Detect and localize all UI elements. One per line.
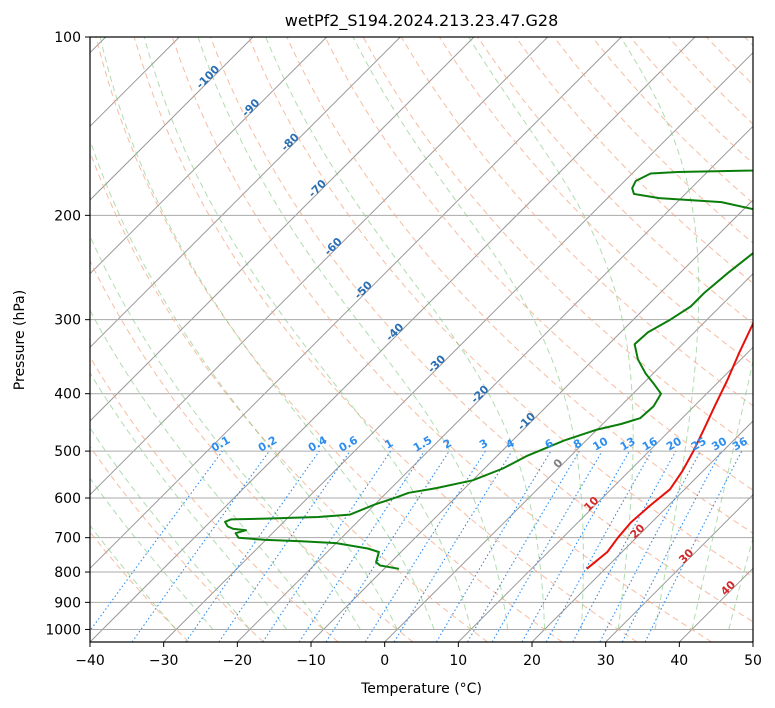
dewpoint-line — [224, 169, 753, 570]
dry-adiabat — [90, 445, 264, 642]
dry-adiabat — [286, 37, 753, 534]
moist-adiabat — [90, 371, 288, 630]
isotherm-line — [457, 346, 753, 642]
isotherm-line — [236, 125, 753, 642]
y-tick-label: 300 — [54, 313, 81, 329]
isotherm-line — [605, 493, 753, 642]
y-tick-label: 200 — [54, 208, 81, 224]
chart-title: wetPf2_S194.2024.213.23.47.G28 — [285, 11, 559, 31]
x-tick-label: 0 — [380, 653, 389, 669]
mixing-ratio-line — [325, 450, 450, 642]
isotherm-line — [90, 37, 696, 642]
temperature-line — [586, 321, 753, 570]
moist-adiabat — [90, 234, 361, 630]
profile-lines — [224, 169, 753, 570]
y-tick-label: 500 — [54, 444, 81, 460]
moist-adiabat — [90, 477, 214, 630]
dry-adiabat — [90, 356, 339, 642]
dry-adiabat — [90, 259, 414, 642]
background-lines — [90, 37, 753, 642]
mixing-ratio-line — [644, 450, 743, 642]
moist-adiabat — [728, 536, 753, 630]
x-tick-label: −30 — [149, 653, 179, 669]
x-tick-label: −20 — [223, 653, 253, 669]
moist-adiabat — [197, 37, 509, 630]
x-axis-title: Temperature (°C) — [360, 681, 482, 697]
dry-adiabat — [515, 37, 753, 284]
mixing-ratio-line — [521, 450, 630, 642]
y-tick-label: 900 — [54, 595, 81, 611]
moist-adiabat — [99, 37, 435, 630]
moist-adiabat — [90, 309, 324, 630]
dry-adiabat — [133, 37, 638, 642]
y-tick-label: 400 — [54, 387, 81, 403]
mixing-ratio-line — [131, 450, 270, 642]
moist-adiabat — [691, 358, 753, 630]
moist-adiabat — [143, 37, 472, 630]
mixing-ratio-line — [572, 450, 677, 642]
moist-adiabat — [90, 138, 398, 630]
y-axis-title: Pressure (hPa) — [12, 290, 28, 390]
dry-adiabat — [324, 37, 753, 491]
isotherm-line — [90, 37, 549, 496]
isotherm-line — [163, 51, 753, 642]
y-tick-label: 1000 — [45, 622, 81, 638]
y-tick-label: 700 — [54, 531, 81, 547]
plot-frame — [89, 36, 754, 643]
moist-adiabat — [352, 37, 584, 630]
moist-adiabat — [468, 37, 634, 630]
y-tick-label: 600 — [54, 491, 81, 507]
dry-adiabat — [95, 37, 563, 642]
x-tick-label: 10 — [449, 653, 467, 669]
isotherm-line — [90, 37, 622, 570]
mixing-ratio-line — [262, 450, 392, 642]
mixing-ratio-line — [185, 450, 320, 642]
mixing-ratio-line — [545, 450, 653, 642]
y-tick-label: 100 — [54, 30, 81, 46]
moist-adiabat — [90, 524, 177, 630]
moist-adiabat — [620, 37, 700, 630]
isotherm-line — [90, 37, 328, 275]
x-tick-label: −10 — [296, 653, 326, 669]
mixing-ratio-line — [90, 450, 223, 632]
mixing-ratio-line — [393, 450, 513, 642]
x-tick-label: 20 — [523, 653, 541, 669]
axis-ticks: −40 −30 −20 −10 0 10 20 30 40 50 1000 900 800 700 600 5… — [45, 30, 762, 669]
x-tick-label: 50 — [744, 653, 762, 669]
x-tick-label: 30 — [597, 653, 615, 669]
dry-adiabat — [171, 37, 712, 642]
isotherm-line — [90, 37, 254, 201]
dry-adiabat — [248, 37, 753, 578]
x-tick-label: −40 — [75, 653, 105, 669]
y-tick-label: 800 — [54, 565, 81, 581]
isotherm-line — [90, 37, 475, 422]
isotherm-line — [90, 37, 401, 349]
moist-adiabat — [265, 37, 546, 630]
x-tick-label: 40 — [670, 653, 688, 669]
mixing-ratio-line — [218, 450, 351, 642]
mixing-ratio-line — [298, 450, 425, 642]
isotherm-line — [384, 272, 753, 642]
dry-adiabat — [210, 37, 753, 623]
moist-adiabat — [90, 427, 251, 630]
isotherm-line — [531, 420, 753, 642]
